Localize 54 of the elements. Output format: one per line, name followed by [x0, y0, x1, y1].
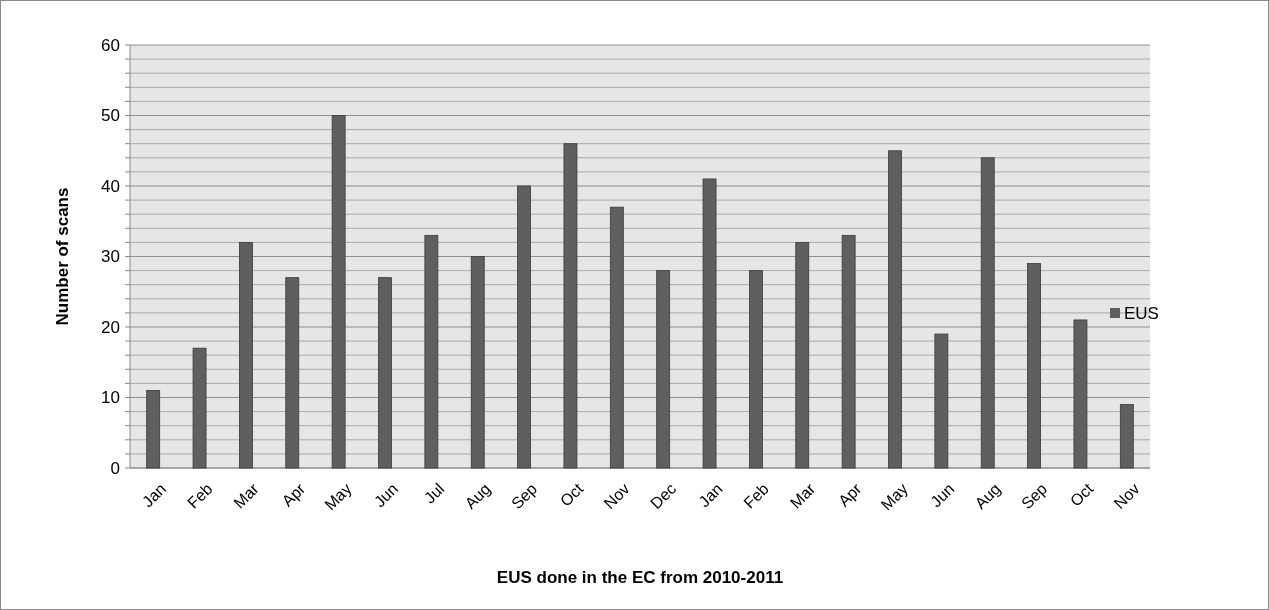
x-tick-label: Feb	[184, 479, 216, 512]
x-tick-label: May	[321, 480, 355, 514]
y-tick-label: 0	[110, 458, 120, 478]
bar	[656, 270, 671, 469]
y-tick-label: 10	[101, 388, 120, 408]
x-tick-label: Oct	[556, 479, 587, 510]
bar	[192, 347, 207, 469]
bar	[980, 157, 995, 469]
bar	[331, 115, 346, 469]
x-tick-label: Sep	[507, 479, 541, 513]
bar	[841, 234, 856, 469]
bar	[795, 242, 810, 469]
x-tick-label: Nov	[600, 480, 633, 513]
x-tick-label: Jun	[370, 480, 402, 511]
x-tick-label: Aug	[971, 480, 1004, 513]
bar	[1119, 404, 1134, 469]
x-tick-label: Apr	[835, 479, 866, 510]
y-tick-label: 40	[101, 176, 120, 196]
x-tick-label: Mar	[230, 479, 263, 512]
bar	[702, 178, 717, 469]
bar	[749, 270, 763, 469]
y-tick-label: 50	[101, 106, 120, 126]
bar	[609, 206, 624, 469]
bar	[424, 234, 439, 469]
x-tick-label: Feb	[740, 479, 773, 512]
x-tick-label: Aug	[461, 480, 494, 513]
x-tick-label: Nov	[1110, 480, 1143, 513]
y-tick-label: 60	[101, 35, 120, 55]
x-tick-label: Jan	[695, 480, 726, 511]
bar	[239, 242, 253, 469]
x-tick-label: Jan	[138, 480, 170, 511]
x-tick-label: May	[877, 480, 912, 514]
bar	[378, 277, 392, 469]
x-tick-label: Jul	[420, 480, 448, 507]
y-axis-title: Number of scans	[53, 187, 72, 326]
bar	[888, 150, 902, 469]
x-tick-label: Dec	[647, 480, 680, 513]
bar	[1027, 263, 1041, 469]
x-tick-label: Jun	[927, 480, 958, 511]
y-tick-label: 20	[101, 317, 120, 337]
bar	[517, 185, 531, 469]
legend-label: EUS	[1124, 303, 1159, 323]
bar	[146, 390, 161, 469]
bar	[285, 277, 300, 469]
x-tick-label: Apr	[278, 479, 309, 510]
y-tick-label: 30	[101, 247, 120, 267]
x-tick-label: Sep	[1017, 479, 1051, 513]
bar	[1073, 319, 1088, 469]
bar	[934, 333, 949, 469]
bar	[563, 143, 578, 469]
x-tick-label: Mar	[786, 479, 819, 512]
x-axis-title: EUS done in the EC from 2010-2011	[496, 568, 784, 587]
bar	[470, 256, 485, 469]
x-tick-label: Oct	[1066, 479, 1097, 510]
